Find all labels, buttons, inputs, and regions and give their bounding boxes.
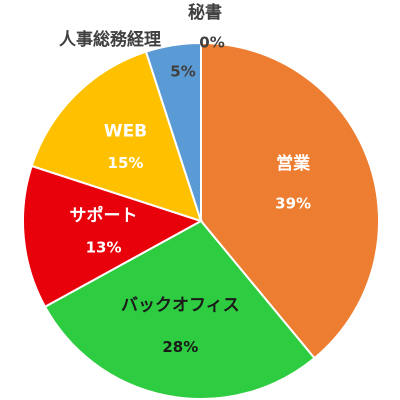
- slice-3: [30, 50, 203, 223]
- slice-0: [200, 41, 380, 360]
- slice-value-label-3: 15%: [108, 154, 144, 172]
- pie-labels: 営業 39% バックオフィス 28% サポート 13% WEB 15% 人事総務経理 5% 秘書 0%: [59, 2, 311, 356]
- slice-label-1: バックオフィス: [121, 295, 240, 315]
- slice-label-3: WEB: [104, 121, 147, 141]
- slice-value-label-0: 39%: [275, 194, 311, 212]
- slice-label-5: 秘書: [188, 2, 222, 23]
- slice-value-label-4: 5%: [170, 63, 195, 81]
- slice-value-label-5: 0%: [199, 34, 224, 52]
- slice-label-0: 営業: [276, 153, 310, 174]
- slice-label-2: サポート: [70, 205, 138, 226]
- slice-4: [144, 41, 202, 222]
- slice-value-label-1: 28%: [162, 338, 198, 356]
- slice-1: [43, 219, 316, 400]
- slice-value-label-2: 13%: [86, 239, 122, 257]
- slice-label-4: 人事総務経理: [59, 29, 161, 50]
- slice-2: [22, 164, 204, 309]
- pie-slices: [22, 41, 380, 400]
